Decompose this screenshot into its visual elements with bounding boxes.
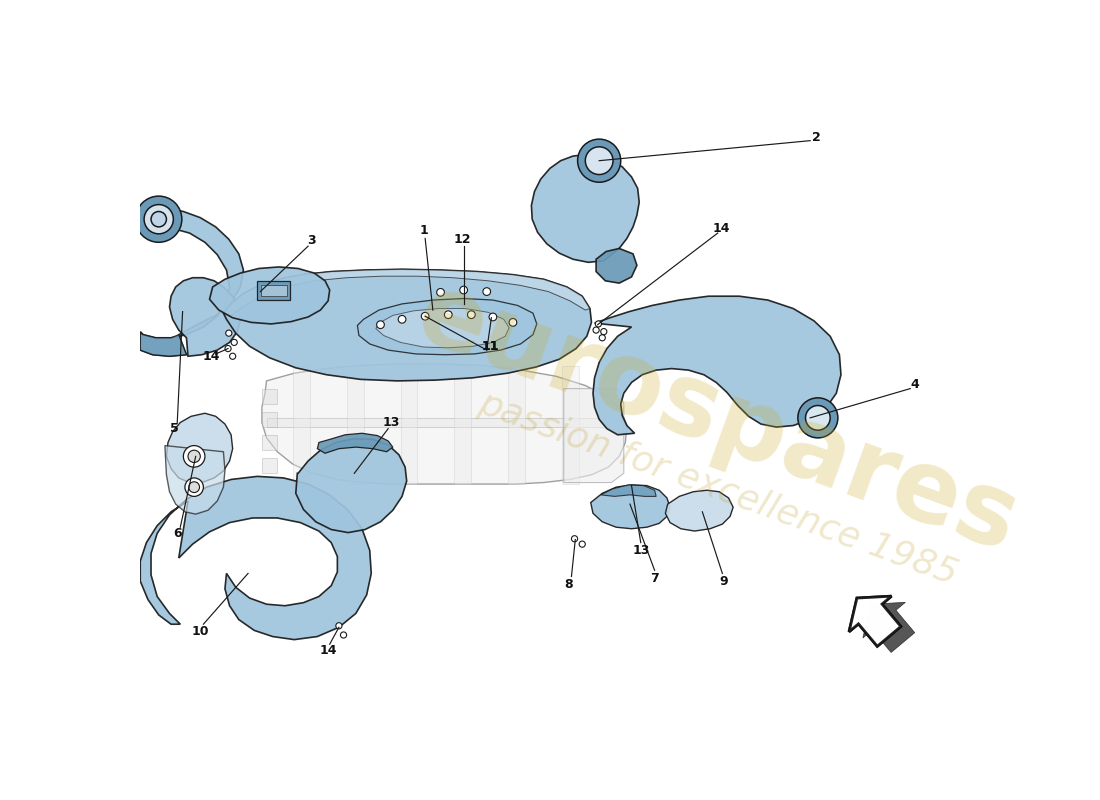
Circle shape xyxy=(151,211,166,227)
Circle shape xyxy=(593,327,600,333)
Circle shape xyxy=(189,482,199,493)
Circle shape xyxy=(398,315,406,323)
Circle shape xyxy=(805,406,830,430)
Text: 10: 10 xyxy=(191,626,209,638)
Circle shape xyxy=(376,321,384,329)
Circle shape xyxy=(184,446,205,467)
Circle shape xyxy=(135,196,182,242)
Circle shape xyxy=(421,312,429,320)
Polygon shape xyxy=(141,333,186,356)
Circle shape xyxy=(585,147,613,174)
Circle shape xyxy=(460,286,467,294)
Text: 6: 6 xyxy=(173,527,182,540)
Polygon shape xyxy=(166,414,233,482)
Polygon shape xyxy=(262,412,277,427)
Text: 11: 11 xyxy=(481,340,498,353)
Polygon shape xyxy=(209,267,330,324)
Polygon shape xyxy=(318,434,393,454)
Polygon shape xyxy=(562,366,580,484)
Circle shape xyxy=(595,321,602,327)
Polygon shape xyxy=(376,309,509,348)
Circle shape xyxy=(601,329,607,334)
Circle shape xyxy=(341,632,346,638)
Text: 14: 14 xyxy=(319,644,337,657)
Circle shape xyxy=(444,311,452,318)
Text: 8: 8 xyxy=(564,578,573,590)
Text: 3: 3 xyxy=(307,234,316,247)
Text: 4: 4 xyxy=(911,378,920,391)
Circle shape xyxy=(185,478,204,496)
Polygon shape xyxy=(262,435,277,450)
Polygon shape xyxy=(223,270,592,381)
Polygon shape xyxy=(593,296,842,435)
Polygon shape xyxy=(223,270,590,315)
Polygon shape xyxy=(400,366,418,484)
Circle shape xyxy=(571,536,578,542)
Circle shape xyxy=(437,289,444,296)
Polygon shape xyxy=(141,209,243,356)
Polygon shape xyxy=(169,278,241,356)
Circle shape xyxy=(579,541,585,547)
Circle shape xyxy=(226,330,232,336)
Polygon shape xyxy=(262,458,277,474)
Text: 13: 13 xyxy=(632,544,649,557)
Circle shape xyxy=(490,313,497,321)
Polygon shape xyxy=(262,389,277,404)
Polygon shape xyxy=(141,476,372,640)
Circle shape xyxy=(224,346,231,352)
Text: 2: 2 xyxy=(812,131,821,144)
Text: 5: 5 xyxy=(169,422,178,435)
Circle shape xyxy=(600,334,605,341)
Polygon shape xyxy=(601,485,656,496)
Polygon shape xyxy=(293,366,310,484)
Circle shape xyxy=(231,339,238,346)
Polygon shape xyxy=(261,285,286,296)
Text: 7: 7 xyxy=(650,571,659,585)
Polygon shape xyxy=(257,281,290,300)
Polygon shape xyxy=(346,366,363,484)
Polygon shape xyxy=(266,418,620,427)
Polygon shape xyxy=(666,490,733,531)
Circle shape xyxy=(144,205,174,234)
Polygon shape xyxy=(296,438,407,533)
Circle shape xyxy=(798,398,838,438)
Polygon shape xyxy=(849,596,901,646)
Polygon shape xyxy=(591,485,670,529)
Polygon shape xyxy=(508,366,526,484)
Circle shape xyxy=(468,311,475,318)
Circle shape xyxy=(578,139,620,182)
Text: 14: 14 xyxy=(202,350,220,362)
Polygon shape xyxy=(563,389,624,482)
Text: passion for excellence 1985: passion for excellence 1985 xyxy=(474,386,961,591)
Text: 11: 11 xyxy=(481,340,498,353)
Polygon shape xyxy=(358,298,537,354)
Circle shape xyxy=(188,450,200,462)
Polygon shape xyxy=(531,154,639,262)
Circle shape xyxy=(336,622,342,629)
Circle shape xyxy=(230,353,235,359)
Text: 13: 13 xyxy=(383,416,400,429)
Polygon shape xyxy=(862,602,915,653)
Text: 12: 12 xyxy=(453,233,471,246)
Circle shape xyxy=(483,288,491,295)
Polygon shape xyxy=(596,249,637,283)
Text: 14: 14 xyxy=(712,222,729,235)
Polygon shape xyxy=(165,446,224,514)
Polygon shape xyxy=(849,596,901,646)
Text: 9: 9 xyxy=(719,574,728,587)
Polygon shape xyxy=(262,364,627,484)
Circle shape xyxy=(509,318,517,326)
Text: eurospares: eurospares xyxy=(404,266,1032,573)
Text: 1: 1 xyxy=(419,224,428,238)
Polygon shape xyxy=(454,366,472,484)
